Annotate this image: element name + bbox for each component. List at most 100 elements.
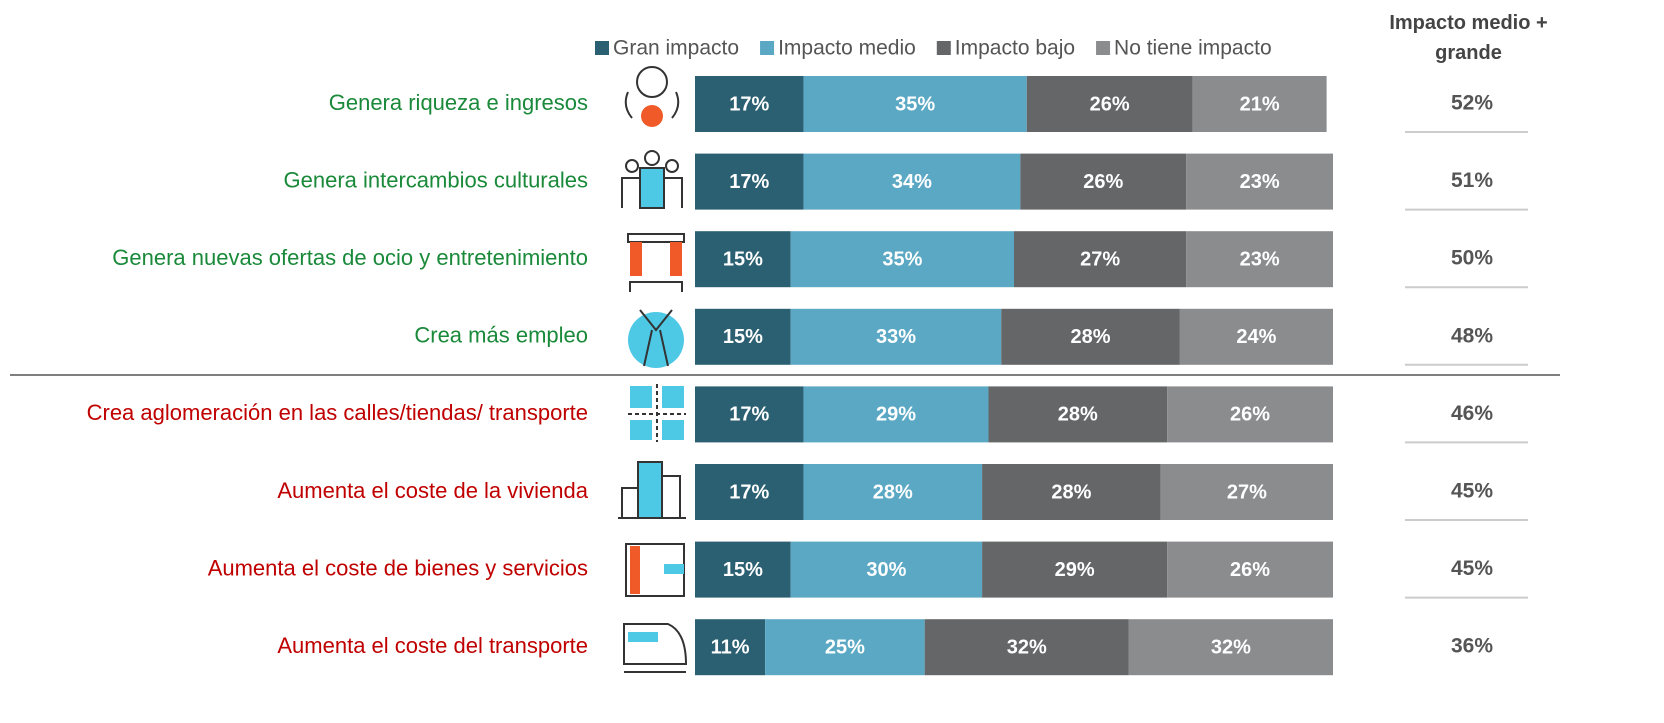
bar-segment (695, 386, 804, 443)
icons (618, 66, 688, 673)
bar-segment (790, 308, 1002, 365)
value-label: 28% (1071, 326, 1111, 348)
value-label: 11% (711, 636, 750, 658)
value-label: 26% (1230, 559, 1270, 581)
icon-job (628, 309, 684, 368)
summary-value: 51% (1451, 169, 1493, 192)
category-label: Genera intercambios culturales (284, 167, 588, 192)
bar-segment (803, 464, 983, 520)
value-label: 15% (723, 559, 763, 581)
bar-segment (1014, 231, 1187, 288)
legend-swatch (1096, 41, 1111, 55)
bar-segment (695, 308, 791, 365)
summary-value: 46% (1451, 402, 1493, 425)
bar-segment (790, 231, 1014, 288)
value-label: 15% (723, 326, 763, 348)
bar-segment (695, 541, 791, 598)
value-label: 28% (1058, 404, 1098, 426)
value-label: 33% (876, 326, 916, 348)
summary-value: 48% (1451, 324, 1493, 347)
bar-segment (695, 153, 804, 210)
value-label: 29% (876, 404, 916, 426)
legend-swatch (760, 41, 775, 55)
value-label: 15% (723, 248, 763, 270)
summary-value: 45% (1451, 480, 1493, 503)
legend-label: No tiene impacto (1114, 37, 1272, 60)
value-label: 30% (866, 559, 906, 581)
icon-train (623, 623, 688, 673)
bar-segment (988, 386, 1168, 443)
value-label: 29% (1055, 559, 1095, 581)
icon-theater (627, 233, 685, 292)
value-label: 28% (1051, 481, 1091, 503)
bar-segment (803, 153, 1021, 210)
bar-segment (695, 76, 804, 132)
legend-label: Gran impacto (613, 37, 739, 60)
category-label: Aumenta el coste de bienes y servicios (208, 555, 588, 580)
legend-label: Impacto bajo (955, 37, 1075, 60)
value-label: 17% (729, 404, 769, 426)
category-label: Aumenta el coste de la vivienda (277, 478, 588, 503)
bar-segment (790, 541, 983, 598)
bar-segment (1179, 308, 1333, 365)
value-label: 25% (825, 636, 865, 658)
bar-segment (1128, 619, 1333, 676)
bar-segment (982, 464, 1161, 520)
value-label: 26% (1230, 404, 1270, 426)
value-label: 32% (1007, 636, 1047, 658)
bar-segment (982, 541, 1168, 598)
value-label: 23% (1240, 171, 1280, 193)
value-label: 24% (1236, 326, 1276, 348)
category-label: Genera riqueza e ingresos (329, 90, 588, 115)
bar-segment (1167, 386, 1333, 443)
bar-segment (803, 386, 989, 443)
bar-segment (1186, 153, 1333, 210)
icon-money (624, 66, 680, 127)
category-label: Aumenta el coste del transporte (277, 633, 588, 658)
value-label: 26% (1090, 93, 1130, 115)
icon-crowd (628, 384, 686, 442)
value-label: 27% (1227, 481, 1267, 503)
summary-title: Impacto medio + grande (1389, 12, 1548, 64)
value-label: 35% (895, 93, 935, 115)
icon-wallet (625, 543, 685, 597)
bar-segment (1020, 153, 1187, 210)
category-label: Genera nuevas ofertas de ocio y entreten… (112, 245, 588, 270)
icon-buildings (618, 461, 686, 519)
bar-segment (695, 231, 791, 288)
bar-segment (803, 76, 1027, 132)
value-label: 23% (1240, 248, 1280, 270)
legend-swatch (595, 41, 609, 55)
bar-segment (1192, 76, 1327, 132)
value-label: 17% (729, 481, 769, 503)
bar-segment (695, 619, 766, 676)
category-label: Crea más empleo (414, 323, 588, 348)
value-label: 21% (1240, 93, 1280, 115)
summary-value: 50% (1451, 247, 1493, 270)
bar-segment (1167, 541, 1333, 598)
value-label: 34% (892, 171, 932, 193)
bar-segment (765, 619, 925, 676)
value-label: 28% (873, 481, 913, 503)
summary-value: 36% (1451, 635, 1493, 658)
value-label: 32% (1211, 636, 1251, 658)
value-label: 17% (729, 171, 769, 193)
bar-segment (1001, 308, 1180, 365)
icon-people (621, 150, 683, 209)
bar-segment (1186, 231, 1333, 288)
summary-value: 45% (1451, 557, 1493, 580)
summary-value: 52% (1451, 92, 1493, 115)
category-label: Crea aglomeración en las calles/tiendas/… (87, 400, 588, 425)
legend-swatch (936, 41, 951, 55)
bar-segment (924, 619, 1129, 676)
bar-segment (1026, 76, 1193, 132)
value-label: 17% (729, 93, 769, 115)
legend-label: Impacto medio (778, 37, 916, 60)
bar-segment (1160, 464, 1333, 520)
value-label: 35% (882, 248, 922, 270)
bar-segment (695, 464, 804, 520)
value-label: 26% (1083, 171, 1123, 193)
value-label: 27% (1080, 248, 1120, 270)
